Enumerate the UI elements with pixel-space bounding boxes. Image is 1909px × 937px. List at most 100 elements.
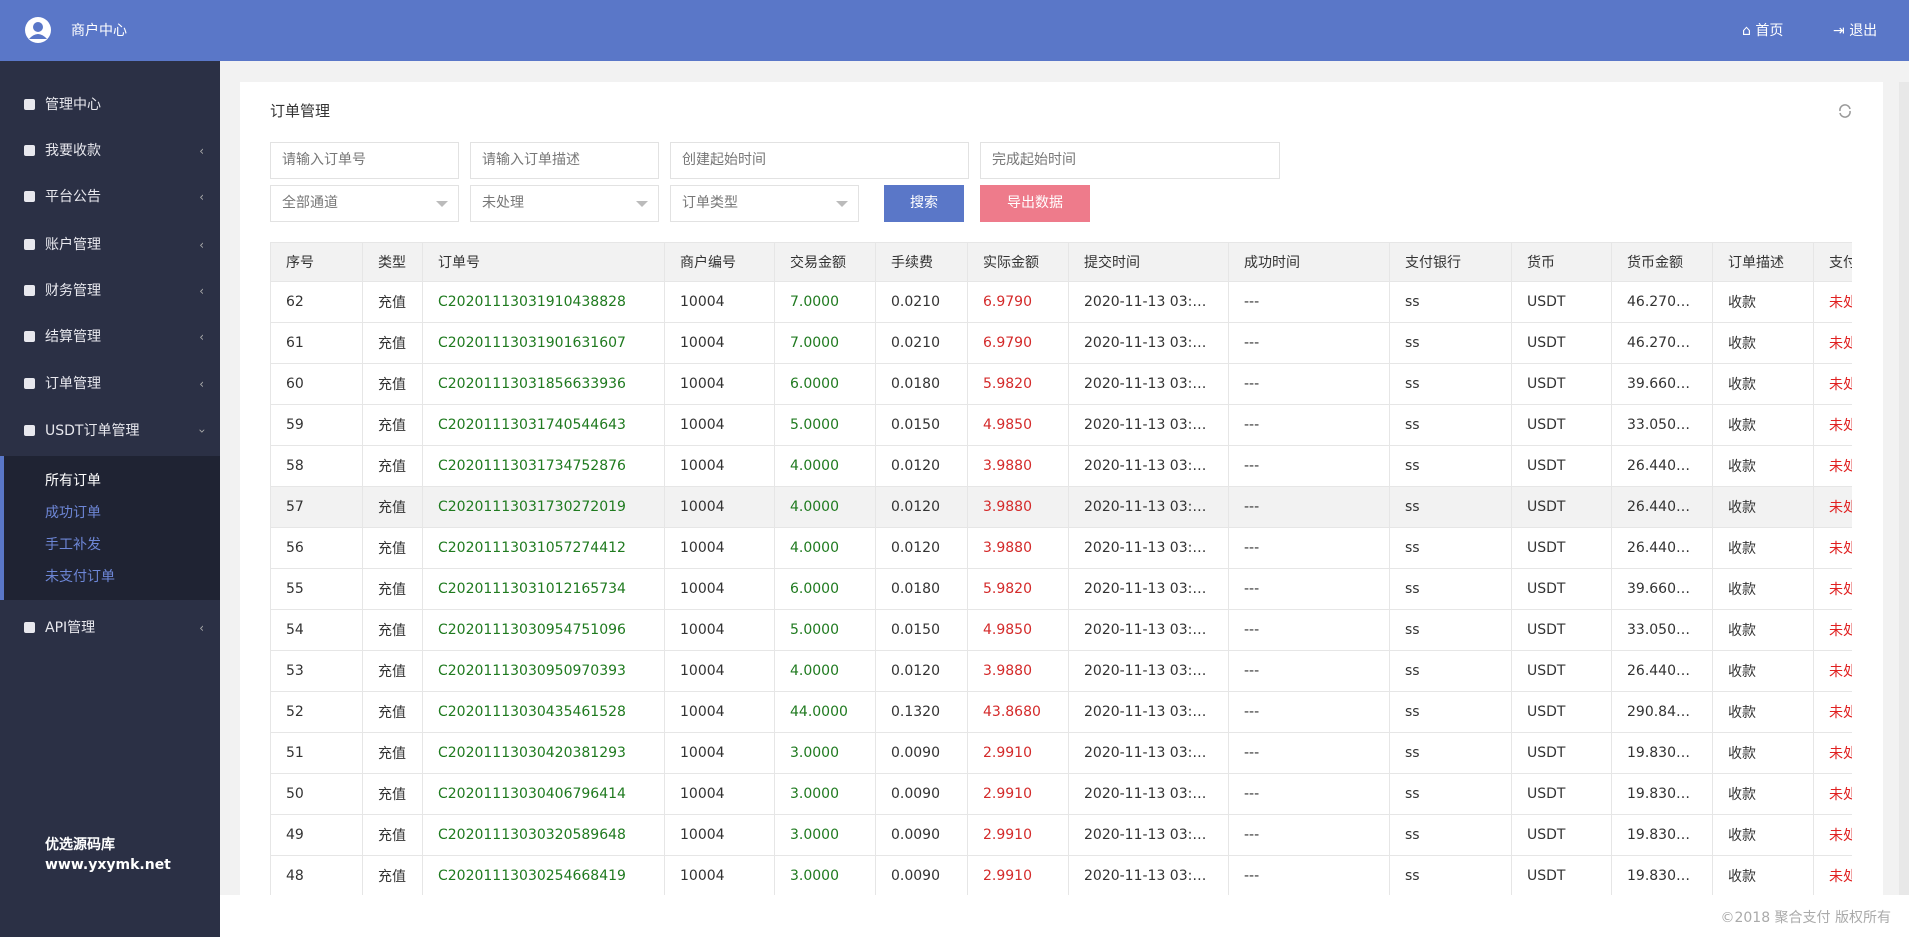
table-cell: 5.9820 xyxy=(967,568,1069,610)
text-input[interactable]: 创建起始时间 xyxy=(670,142,969,179)
table-cell: 2020-11-13 03:17:34 xyxy=(1068,445,1229,487)
logout-text[interactable]: 退出 xyxy=(1849,23,1878,39)
table-cell: 未处理 xyxy=(1813,855,1852,895)
nav-item[interactable]: 财务管理 ‹ xyxy=(24,279,204,303)
table-row[interactable]: 51 充值 C20201113030420381293 10004 3.0000 0.00… xyxy=(270,732,1852,774)
table-cell: 33.050000 xyxy=(1611,404,1713,446)
nav-item[interactable]: 账户管理 ‹ xyxy=(24,233,204,257)
table-row[interactable]: 48 充值 C20201113030254668419 10004 3.0000 0.00… xyxy=(270,855,1852,895)
table-row[interactable]: 57 充值 C20201113031730272019 10004 4.0000 0.01… xyxy=(270,486,1852,528)
table-cell: 10004 xyxy=(664,732,775,774)
table-cell: 2020-11-13 03:04:21 xyxy=(1068,732,1229,774)
table-cell: 5.0000 xyxy=(774,609,876,651)
refresh-icon[interactable] xyxy=(1837,103,1853,119)
table-cell: 2020-11-13 03:02:54 xyxy=(1068,855,1229,895)
table-cell: 收款 xyxy=(1712,404,1814,446)
table-cell: 收款 xyxy=(1712,650,1814,692)
top-bar: 商户中心 ⌂ 首页 ⇥ 退出 xyxy=(0,0,1909,61)
select[interactable]: 全部通道 xyxy=(270,185,459,222)
table-row[interactable]: 56 充值 C20201113031057274412 10004 4.0000 0.01… xyxy=(270,527,1852,569)
table-cell: 55 xyxy=(270,568,363,610)
table-row[interactable]: 62 充值 C20201113031910438828 10004 7.0000 0.02… xyxy=(270,281,1852,323)
brand: 商户中心 xyxy=(71,23,127,39)
nav-text: 我要收款 xyxy=(45,143,101,159)
table-row[interactable]: 52 充值 C20201113030435461528 10004 44.0000 0.1… xyxy=(270,691,1852,733)
table-cell: 充值 xyxy=(362,609,423,651)
submenu-item[interactable]: 未支付订单 xyxy=(45,569,115,585)
table-cell: 0.0150 xyxy=(875,609,968,651)
table-cell: 收款 xyxy=(1712,773,1814,815)
footer: ©2018 聚合支付 版权所有 xyxy=(220,895,1909,937)
nav-icon xyxy=(24,99,35,110)
column-header: 支付状态 xyxy=(1813,242,1852,282)
text-input[interactable]: 完成起始时间 xyxy=(980,142,1280,179)
table-cell: C20201113031856633936 xyxy=(422,363,665,405)
table-row[interactable]: 60 充值 C20201113031856633936 10004 6.0000 0.01… xyxy=(270,363,1852,405)
table-cell: 2020-11-13 03:10:57 xyxy=(1068,527,1229,569)
nav-item[interactable]: 管理中心 xyxy=(24,93,204,117)
table-cell: 59 xyxy=(270,404,363,446)
table-cell: 收款 xyxy=(1712,486,1814,528)
table-cell: 0.0090 xyxy=(875,773,968,815)
table-row[interactable]: 61 充值 C20201113031901631607 10004 7.0000 0.02… xyxy=(270,322,1852,364)
table-cell: --- xyxy=(1228,568,1390,610)
nav-item[interactable]: API管理 ‹ xyxy=(24,616,204,640)
nav-arrow: ‹ xyxy=(199,621,204,635)
column-header: 支付银行 xyxy=(1389,242,1512,282)
submenu-item[interactable]: 所有订单 xyxy=(45,473,101,489)
table-cell: USDT xyxy=(1511,363,1612,405)
table-cell: --- xyxy=(1228,650,1390,692)
table-cell: 未处理 xyxy=(1813,363,1852,405)
table-row[interactable]: 54 充值 C20201113030954751096 10004 5.0000 0.01… xyxy=(270,609,1852,651)
nav-item[interactable]: 我要收款 ‹ xyxy=(24,139,204,163)
table-cell: 10004 xyxy=(664,486,775,528)
nav-icon xyxy=(24,378,35,389)
table-cell: ss xyxy=(1389,732,1512,774)
text-input[interactable]: 请输入订单描述 xyxy=(470,142,659,179)
table-row[interactable]: 49 充值 C20201113030320589648 10004 3.0000 0.00… xyxy=(270,814,1852,856)
nav-item[interactable]: 订单管理 ‹ xyxy=(24,372,204,396)
avatar xyxy=(25,17,51,43)
table-cell: 3.9880 xyxy=(967,486,1069,528)
nav-item[interactable]: 平台公告 ‹ xyxy=(24,185,204,209)
table-cell: 4.9850 xyxy=(967,404,1069,446)
header-row: 序号 类型 订单号 商户编号 交易金额 手续费 实际金额 提交时间 成功时间 支付银行 货币 货币金额… xyxy=(270,242,1852,282)
submenu-item[interactable]: 手工补发 xyxy=(45,537,101,553)
table-row[interactable]: 53 充值 C20201113030950970393 10004 4.0000 0.01… xyxy=(270,650,1852,692)
table-cell: C20201113030254668419 xyxy=(422,855,665,895)
select[interactable]: 订单类型 xyxy=(670,185,859,222)
table-cell: 未处理 xyxy=(1813,486,1852,528)
table-cell: 46.270000 xyxy=(1611,322,1713,364)
nav-icon xyxy=(24,239,35,250)
nav-item[interactable]: USDT订单管理 ‹ xyxy=(24,419,209,443)
button[interactable]: 导出数据 xyxy=(980,185,1090,222)
table-cell: ss xyxy=(1389,650,1512,692)
table-cell: C20201113030954751096 xyxy=(422,609,665,651)
column-header: 商户编号 xyxy=(664,242,775,282)
column-header: 成功时间 xyxy=(1228,242,1390,282)
button[interactable]: 搜索 xyxy=(884,185,964,222)
table-row[interactable]: 59 充值 C20201113031740544643 10004 5.0000 0.01… xyxy=(270,404,1852,446)
table-cell: 充值 xyxy=(362,363,423,405)
table-cell: 53 xyxy=(270,650,363,692)
text-input[interactable]: 请输入订单号 xyxy=(270,142,459,179)
table-row[interactable]: 50 充值 C20201113030406796414 10004 3.0000 0.00… xyxy=(270,773,1852,815)
scrollbar xyxy=(1899,82,1909,895)
select[interactable]: 未处理 xyxy=(470,185,659,222)
home-text[interactable]: 首页 xyxy=(1755,23,1784,39)
table-cell: 未处理 xyxy=(1813,650,1852,692)
submenu-item[interactable]: 成功订单 xyxy=(45,505,101,521)
select-text: 订单类型 xyxy=(682,195,738,211)
table-cell: 充值 xyxy=(362,568,423,610)
table-row[interactable]: 58 充值 C20201113031734752876 10004 4.0000 0.01… xyxy=(270,445,1852,487)
table-cell: 52 xyxy=(270,691,363,733)
table-cell: 未处理 xyxy=(1813,527,1852,569)
logout-link[interactable]: ⇥ 退出 xyxy=(1833,23,1878,39)
nav-item[interactable]: 结算管理 ‹ xyxy=(24,325,204,349)
select-caret xyxy=(636,201,648,207)
table-cell: 0.0090 xyxy=(875,814,968,856)
home-link[interactable]: ⌂ 首页 xyxy=(1742,23,1784,39)
table-cell: 未处理 xyxy=(1813,773,1852,815)
table-row[interactable]: 55 充值 C20201113031012165734 10004 6.0000 0.01… xyxy=(270,568,1852,610)
table-cell: 未处理 xyxy=(1813,568,1852,610)
